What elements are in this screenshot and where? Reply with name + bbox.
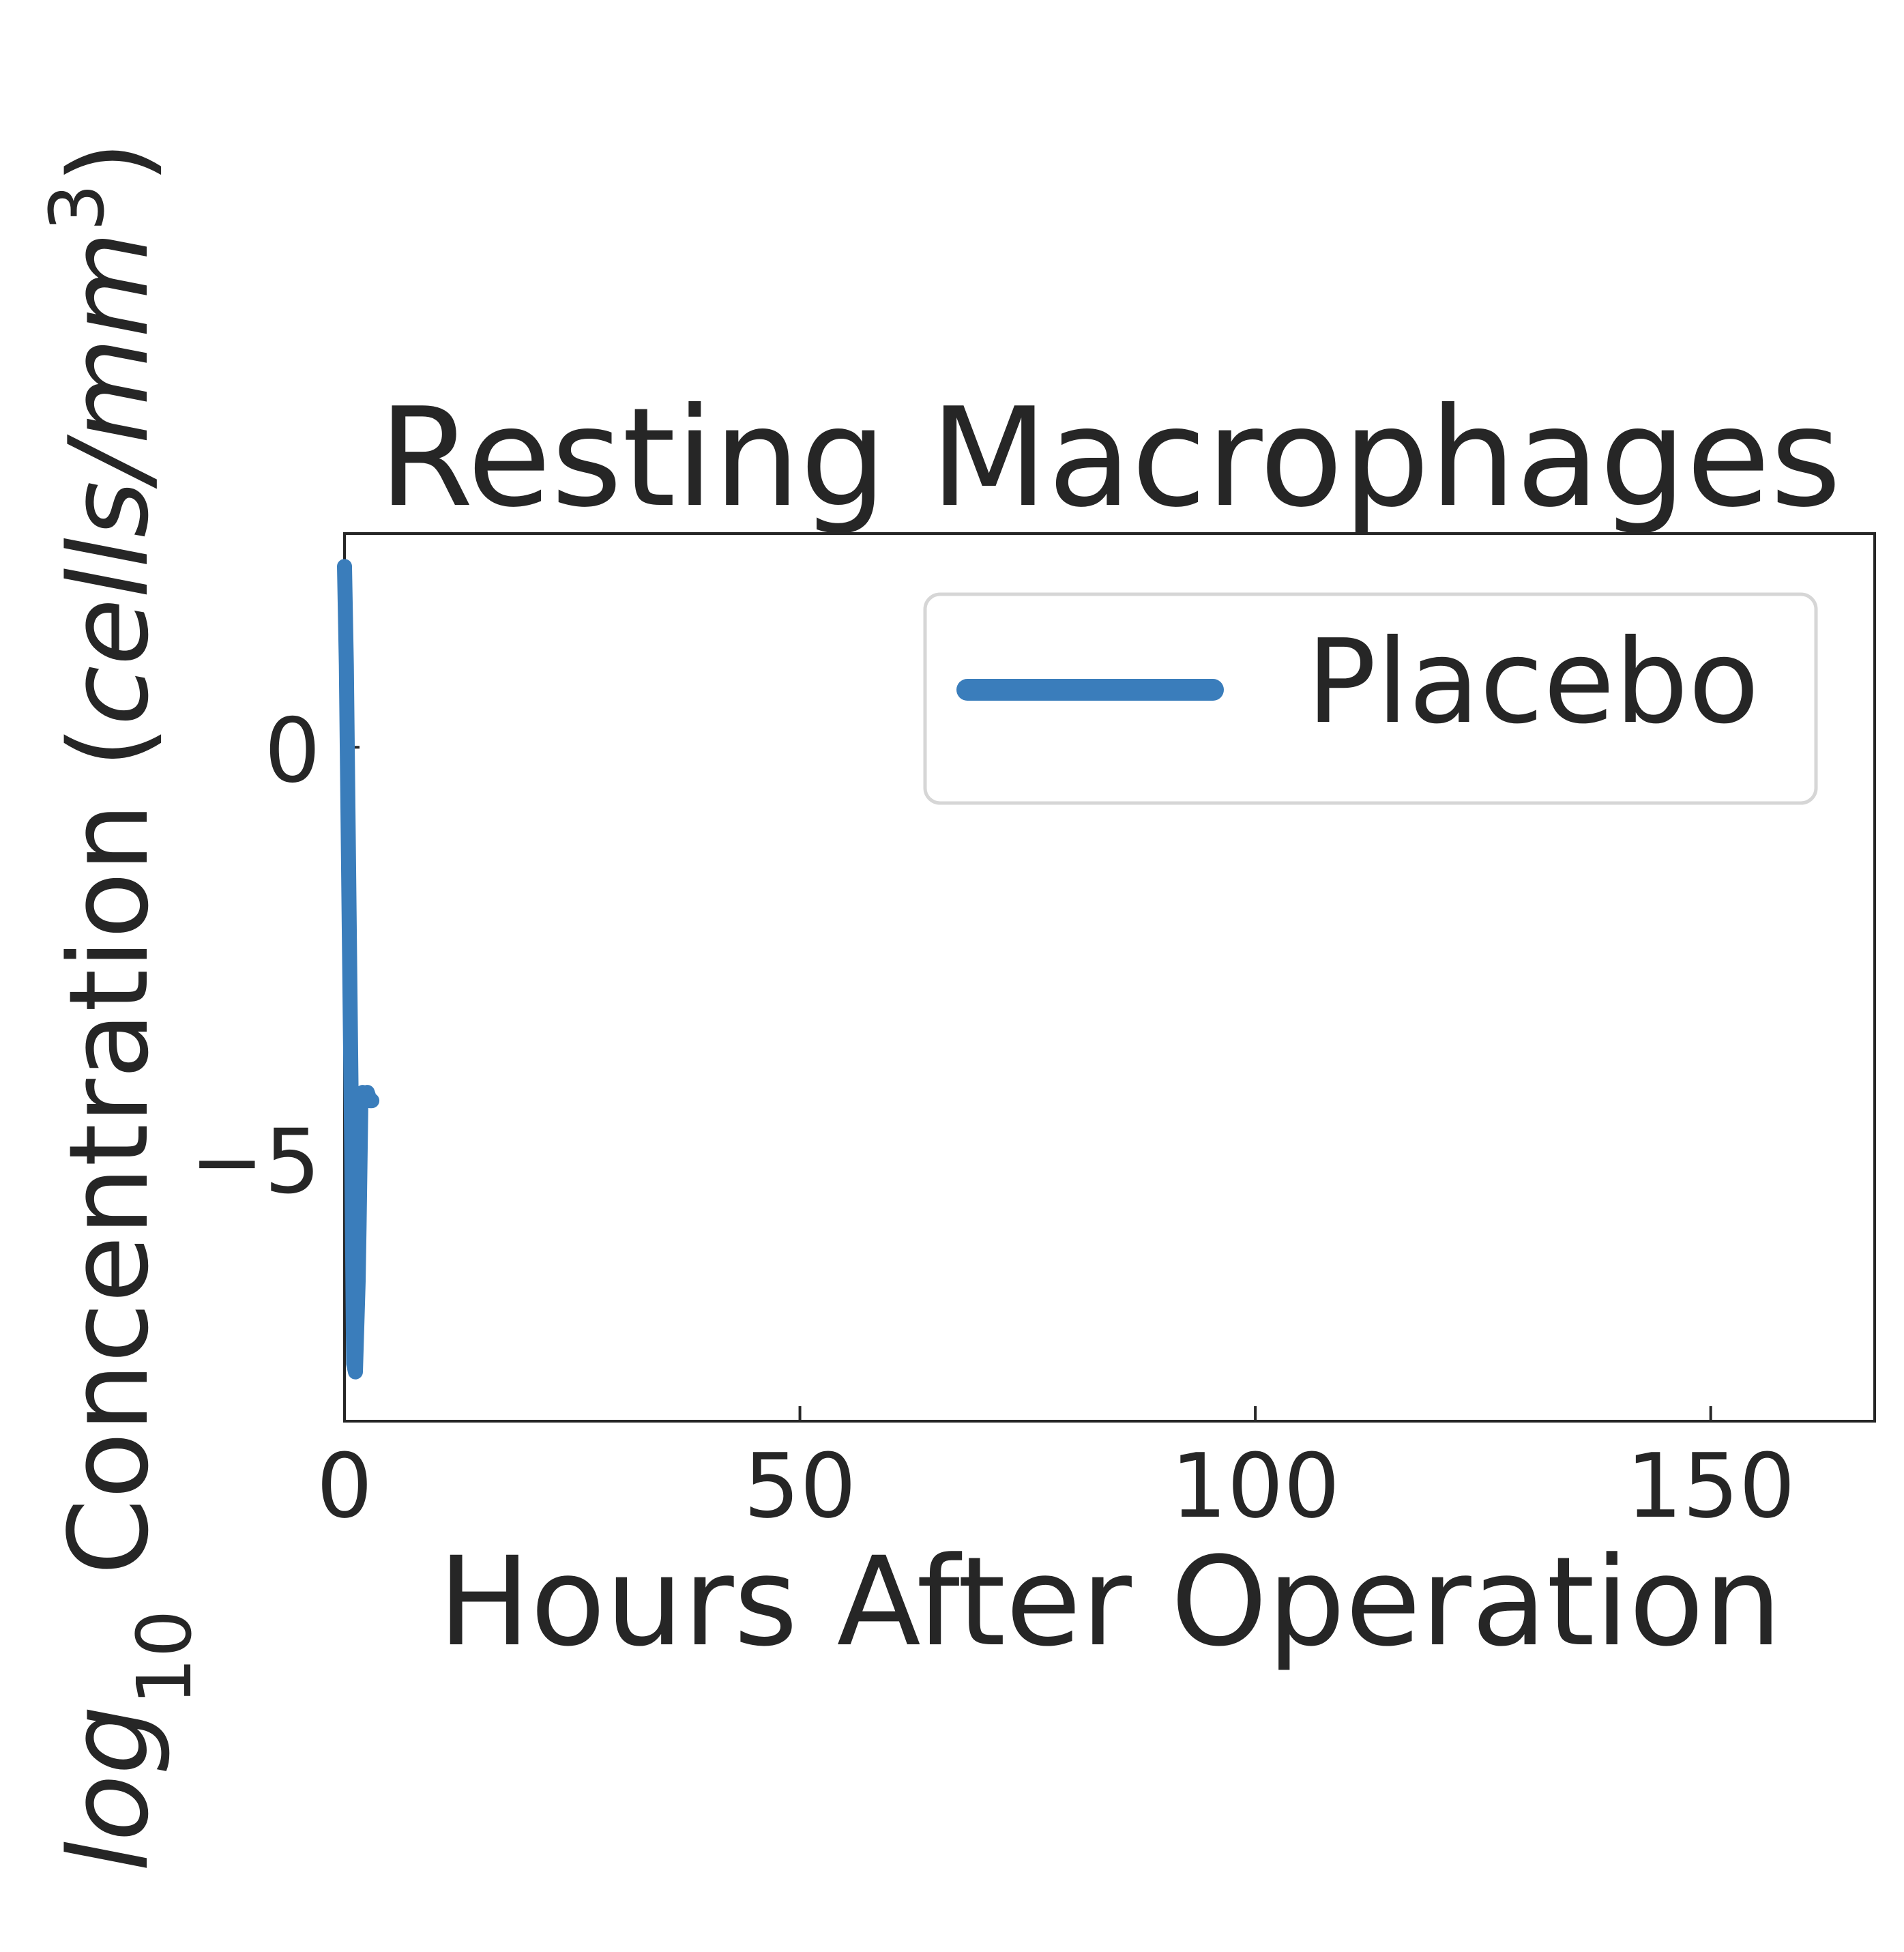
y-tick-label: −5 xyxy=(190,1110,321,1214)
chart-title: Resting Macrophages xyxy=(379,379,1841,538)
x-tick-label: 100 xyxy=(1171,1434,1340,1538)
x-tick-label: 0 xyxy=(317,1434,373,1538)
y-label-log: log xyxy=(45,1705,173,1871)
series-layer xyxy=(337,559,380,1380)
legend-label-placebo: Placebo xyxy=(1306,615,1759,750)
x-tick-label: 50 xyxy=(744,1434,856,1538)
series-line-placebo xyxy=(337,559,380,1380)
y-label-suffix: ) xyxy=(45,141,173,184)
y-label-main: Concentration ( xyxy=(45,725,173,1609)
legend-box xyxy=(923,592,1818,805)
y-label-superscript: 3 xyxy=(33,184,121,231)
y-axis-label: log10 Concentration (cells/mm3) xyxy=(33,141,208,1872)
x-axis-label: Hours After Operation xyxy=(438,1531,1782,1674)
y-label-subscript: 10 xyxy=(121,1609,208,1705)
y-label-unit: cells/mm xyxy=(45,231,173,725)
x-tick-label: 150 xyxy=(1626,1434,1796,1538)
y-axis-ticks: 0 −5 xyxy=(190,699,360,1214)
y-tick-label: 0 xyxy=(264,699,321,802)
legend: Placebo xyxy=(923,592,1818,805)
x-axis-ticks: 0 50 100 150 xyxy=(317,1406,1796,1538)
